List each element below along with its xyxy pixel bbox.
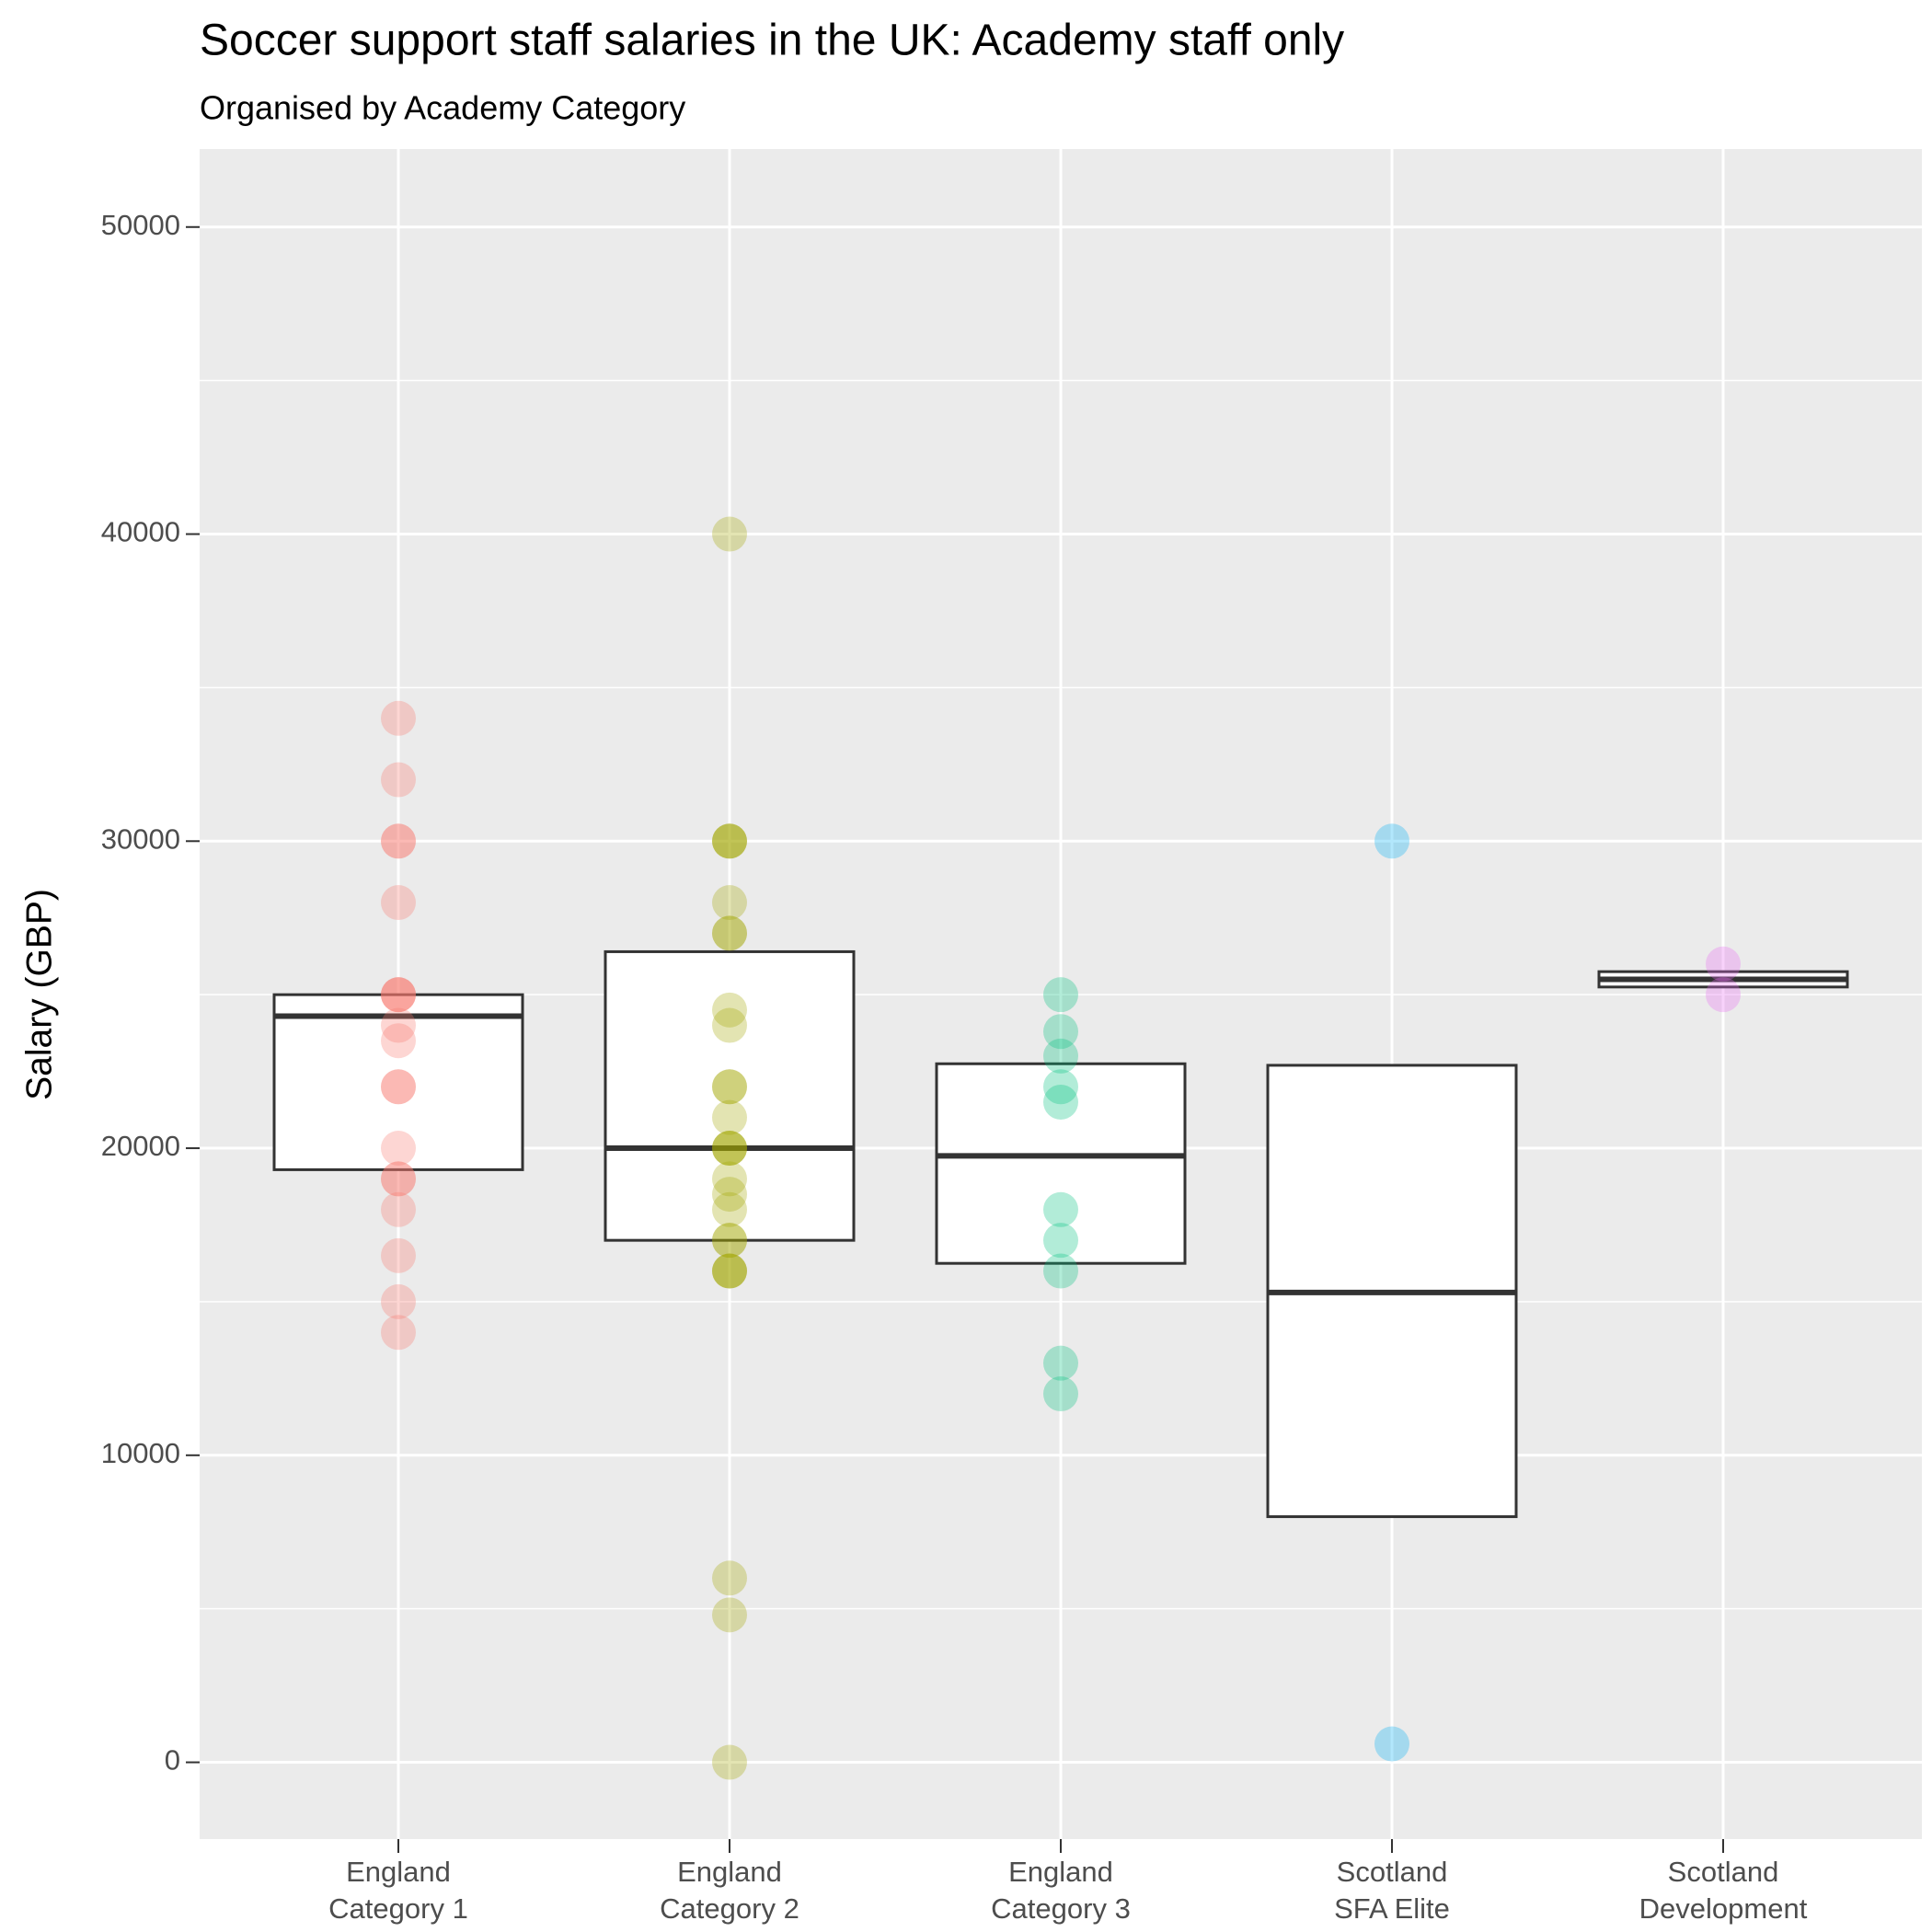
data-point (712, 1191, 747, 1227)
data-point (381, 885, 416, 921)
data-point (381, 1237, 416, 1273)
y-tick-label: 10000 (101, 1437, 180, 1469)
data-point (381, 977, 416, 1013)
data-point (712, 1007, 747, 1043)
data-point (1043, 1014, 1078, 1050)
data-point (712, 1069, 747, 1105)
data-point (712, 992, 747, 1028)
chart-title: Soccer support staff salaries in the UK:… (200, 17, 1344, 65)
data-point (1043, 1084, 1078, 1120)
x-tick-label: England (1008, 1856, 1113, 1888)
data-point (381, 1161, 416, 1197)
data-point (381, 977, 416, 1013)
data-point (712, 1253, 747, 1289)
data-point (381, 1283, 416, 1319)
box (935, 1062, 1187, 1265)
data-point (712, 1253, 747, 1289)
data-point (381, 1007, 416, 1043)
y-tick-label: 20000 (101, 1130, 180, 1162)
data-point (712, 915, 747, 951)
data-point (381, 1191, 416, 1227)
x-tick-label: Scotland (1668, 1856, 1779, 1888)
data-point (1043, 1038, 1078, 1074)
x-tick-label: Category 3 (991, 1892, 1131, 1925)
data-point (1706, 946, 1741, 982)
data-point (712, 1744, 747, 1780)
y-tick-label: 40000 (101, 516, 180, 548)
data-point (712, 823, 747, 859)
x-tick-label: SFA Elite (1334, 1892, 1450, 1925)
data-point (1374, 823, 1409, 859)
data-point (712, 1161, 747, 1197)
data-point (1043, 1376, 1078, 1412)
data-point (712, 823, 747, 859)
data-point (712, 1253, 747, 1289)
data-point (381, 762, 416, 798)
data-point (712, 915, 747, 951)
data-point (381, 1131, 416, 1167)
box (272, 993, 524, 1171)
data-point (712, 1131, 747, 1167)
data-point (712, 1099, 747, 1135)
data-point (1043, 1345, 1078, 1381)
data-point (712, 885, 747, 921)
x-tick-label: Development (1639, 1892, 1808, 1925)
x-tick-label: England (346, 1856, 451, 1888)
data-point (381, 823, 416, 859)
data-point (712, 1131, 747, 1167)
data-point (381, 700, 416, 736)
data-point (381, 1161, 416, 1197)
data-point (712, 1223, 747, 1259)
data-point (712, 823, 747, 859)
data-point (381, 1069, 416, 1105)
data-point (712, 1597, 747, 1633)
x-tick-label: England (677, 1856, 782, 1888)
data-point (381, 1023, 416, 1059)
data-point (1043, 1253, 1078, 1289)
data-point (1043, 1069, 1078, 1105)
data-point (712, 516, 747, 552)
x-tick-label: Category 2 (660, 1892, 799, 1925)
data-point (1374, 1726, 1409, 1762)
data-point (1043, 1191, 1078, 1227)
data-point (712, 1177, 747, 1213)
y-tick-label: 0 (165, 1744, 180, 1777)
data-point (381, 823, 416, 859)
y-axis-title: Salary (GBP) (19, 889, 59, 1100)
box (604, 949, 856, 1242)
chart-subtitle: Organised by Academy Category (200, 89, 685, 127)
x-tick-label: Category 1 (328, 1892, 468, 1925)
data-point (712, 1069, 747, 1105)
data-point (381, 1315, 416, 1351)
y-tick-label: 30000 (101, 822, 180, 855)
data-point (381, 1069, 416, 1105)
data-point (1043, 977, 1078, 1013)
data-point (1706, 977, 1741, 1013)
data-point (712, 1131, 747, 1167)
data-point (381, 977, 416, 1013)
data-point (712, 1223, 747, 1259)
x-tick-label: Scotland (1337, 1856, 1448, 1888)
data-point (712, 1560, 747, 1596)
data-point (1043, 1223, 1078, 1259)
y-tick-label: 50000 (101, 209, 180, 241)
